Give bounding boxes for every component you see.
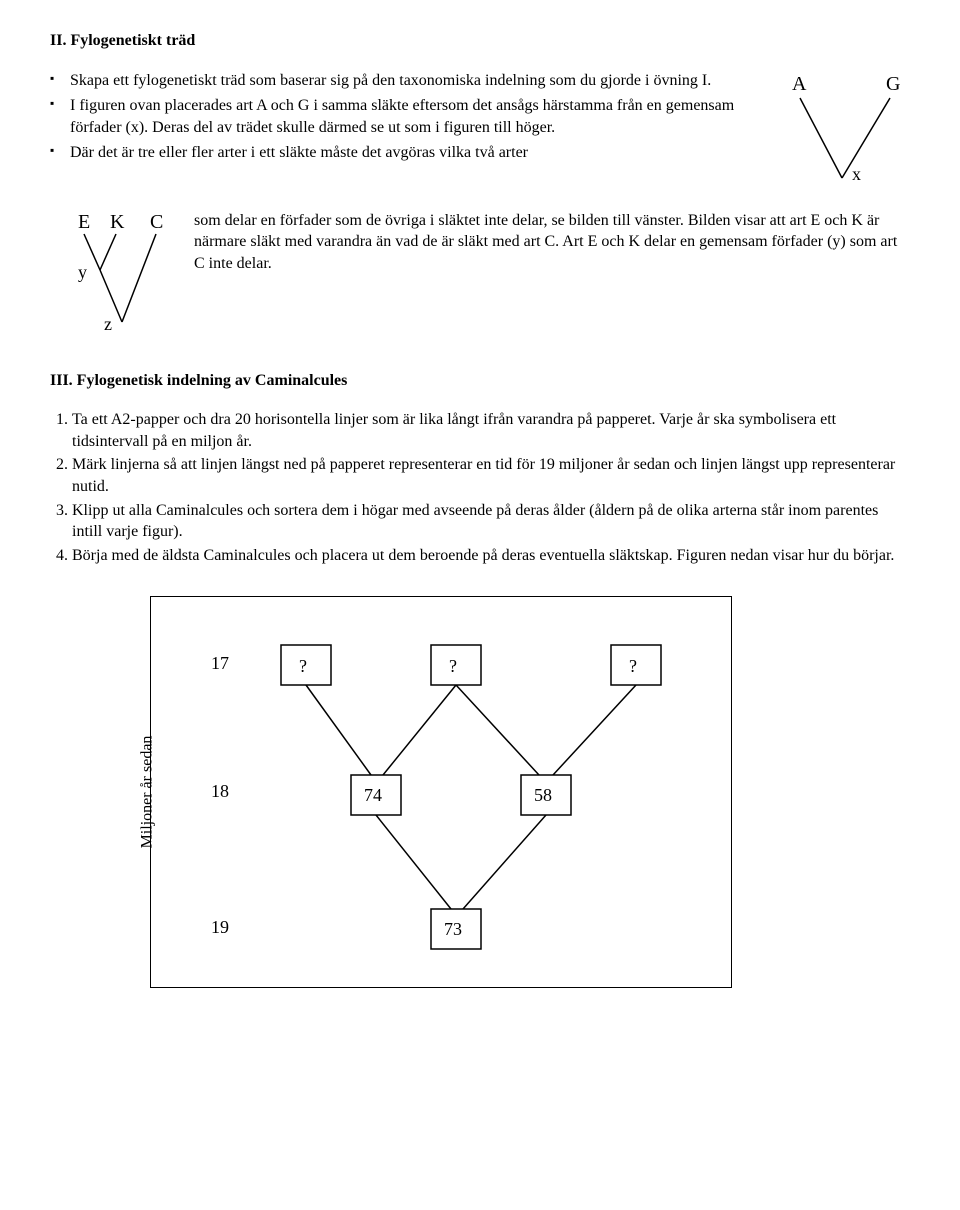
tree-label-z: z (104, 314, 112, 334)
bullet-1: Skapa ett fylogenetiskt träd som baserar… (50, 70, 910, 92)
box-58: 58 (534, 785, 552, 805)
box-73: 73 (444, 919, 462, 939)
section-2-title: II. Fylogenetiskt träd (50, 30, 910, 52)
box-q2: ? (449, 656, 457, 676)
numbered-list-section3: Ta ett A2-papper och dra 20 horisontella… (50, 409, 910, 566)
box-q3: ? (629, 656, 637, 676)
section-3-title: III. Fylogenetisk indelning av Caminalcu… (50, 370, 910, 392)
bullet-2: I figuren ovan placerades art A och G i … (50, 95, 910, 138)
phylogeny-diagram: Miljoner år sedan 17 18 19 ? ? ? 74 58 7… (150, 596, 732, 988)
tree-label-k: K (110, 211, 125, 233)
bullets-section2: Skapa ett fylogenetiskt träd som baserar… (50, 70, 910, 275)
bullet-3b-text: som delar en förfader som de övriga i sl… (194, 212, 897, 272)
box-74: 74 (364, 785, 382, 805)
bullet-3a-text: Där det är tre eller fler arter i ett sl… (70, 144, 528, 161)
tree-ekc: E K C y z (70, 210, 180, 340)
numbered-item-1: Ta ett A2-papper och dra 20 horisontella… (72, 409, 910, 452)
row-18: 18 (211, 781, 229, 801)
numbered-item-2: Märk linjerna så att linjen längst ned p… (72, 454, 910, 497)
numbered-item-4: Börja med de äldsta Caminalcules och pla… (72, 545, 910, 567)
tree-label-y: y (78, 262, 87, 282)
row-17: 17 (211, 653, 229, 673)
numbered-item-3: Klipp ut alla Caminalcules och sortera d… (72, 500, 910, 543)
tree-label-c: C (150, 211, 163, 233)
bullet-3: Där det är tre eller fler arter i ett sl… (50, 142, 910, 274)
row-19: 19 (211, 917, 229, 937)
tree-label-e: E (78, 211, 90, 233)
box-q1: ? (299, 656, 307, 676)
